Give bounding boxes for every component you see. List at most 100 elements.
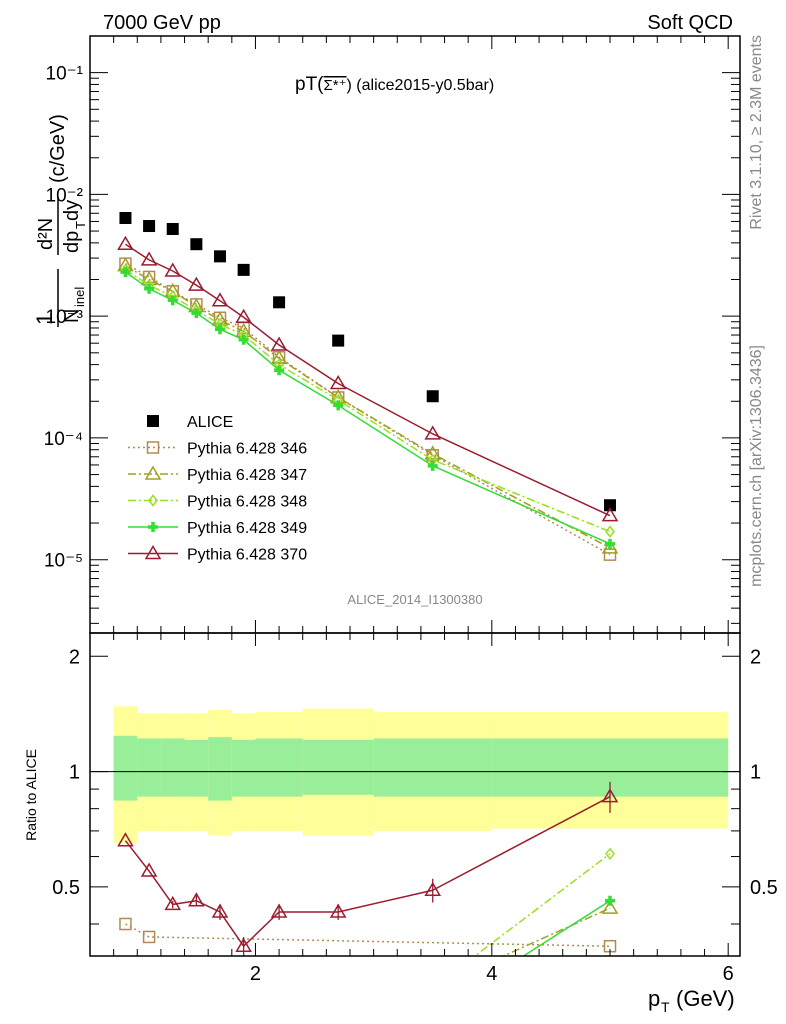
legend-label: Pythia 6.428 349 (187, 520, 307, 537)
data-point-4 (274, 365, 285, 376)
data-point-0 (166, 222, 179, 235)
stat-band (373, 738, 492, 797)
y-tick-label: 10⁻¹ (46, 64, 84, 85)
svg-text:p: p (648, 986, 660, 1011)
ratio-point-0 (119, 917, 132, 931)
bottom-frame (89, 632, 741, 957)
data-point-3 (605, 525, 615, 538)
data-point-5 (117, 235, 134, 250)
y-tick-label: 10⁻³ (46, 307, 84, 328)
legend-marker (144, 465, 162, 480)
legend-entry: Pythia 6.428 347 (128, 465, 307, 484)
stat-band (208, 737, 232, 801)
legend-entry: Pythia 6.428 370 (128, 545, 307, 564)
legend-entry: Pythia 6.428 346 (128, 441, 307, 458)
data-point-1 (603, 548, 617, 561)
x-tick-label: 4 (486, 963, 497, 985)
ratio-point-2 (605, 847, 615, 860)
data-point-5 (140, 251, 158, 266)
ratio-y-tick-label: 0.5 (52, 877, 80, 899)
data-point-4 (333, 400, 344, 411)
ratio-y-tick-label-right: 0.5 (750, 877, 778, 899)
ratio-point-3 (605, 895, 615, 906)
y-tick-label: 10⁻⁵ (44, 551, 83, 572)
series-line-1 (125, 262, 611, 556)
analysis-id: ALICE_2014_I1300380 (347, 592, 482, 607)
data-point-0 (273, 296, 286, 309)
data-point-0 (426, 390, 439, 403)
data-point-4 (427, 460, 438, 471)
data-point-0 (237, 263, 250, 276)
legend-label: Pythia 6.428 370 (187, 547, 307, 564)
data-point-0 (119, 212, 132, 225)
svg-text:N: N (61, 309, 83, 323)
y-axis-label: 1 N inel d²N dp T dy (c/GeV) (32, 114, 88, 327)
series-line-2 (125, 264, 611, 549)
data-point-5 (270, 336, 288, 351)
legend-marker (147, 415, 159, 427)
ratio-point-4 (424, 881, 442, 896)
legend-label: ALICE (187, 414, 233, 431)
svg-text:T: T (661, 999, 670, 1015)
y-tick-label: 10⁻⁴ (44, 429, 83, 450)
legend: ALICE Pythia 6.428 346 Pythia 6.428 347 Pyt… (128, 414, 307, 564)
ratio-point-4 (140, 862, 158, 877)
data-point-4 (605, 538, 615, 549)
data-point-0 (604, 499, 616, 512)
x-axis-label: p T (GeV) (648, 986, 735, 1015)
data-point-2 (601, 539, 619, 554)
data-point-5 (235, 308, 252, 323)
top-frame (89, 35, 741, 634)
ratio-line-4 (124, 795, 611, 948)
series-line-5 (125, 243, 611, 517)
data-point-4 (238, 334, 249, 345)
legend-marker (146, 441, 160, 454)
data-point-0 (214, 250, 226, 263)
x-tick-label: 2 (250, 963, 261, 985)
legend-entry: Pythia 6.428 348 (128, 494, 307, 511)
ratio-point-4 (188, 892, 205, 907)
data-point-5 (188, 276, 205, 291)
series-line-4 (125, 271, 611, 545)
series-line-3 (125, 269, 611, 533)
title-symbol: Σ*⁺ (324, 77, 347, 94)
data-point-4 (191, 308, 202, 319)
data-point-4 (167, 295, 178, 306)
ratio-point-0 (142, 930, 156, 944)
rivet-label: Rivet 3.1.10, ≥ 2.3M events (748, 35, 765, 230)
legend-marker (148, 494, 158, 507)
legend-entry: Pythia 6.428 349 (128, 520, 307, 537)
mcplots-label: mcplots.cern.ch [arXiv:1306.3436] (748, 345, 765, 587)
y-tick-label: 10⁻² (46, 185, 84, 206)
ratio-point-1 (461, 965, 475, 977)
data-point-4 (120, 267, 131, 278)
ratio-point-2 (467, 954, 470, 956)
ratio-point-4 (235, 937, 252, 952)
ratio-point-1 (601, 899, 619, 914)
ratio-point-4 (117, 832, 134, 847)
stat-band (137, 738, 161, 797)
ratio-y-tick-label: 2 (69, 646, 80, 668)
legend-label: Pythia 6.428 347 (187, 467, 307, 484)
ratio-line-0 (125, 923, 611, 947)
legend-label: Pythia 6.428 348 (187, 494, 307, 511)
ratio-line-2 (473, 853, 611, 956)
ratio-point-4 (601, 788, 619, 803)
data-point-2 (270, 349, 288, 365)
legend-entry: ALICE (147, 414, 233, 431)
data-point-5 (164, 262, 182, 277)
svg-text:(GeV): (GeV) (676, 986, 735, 1011)
data-point-0 (143, 220, 156, 233)
ratio-point-4 (211, 903, 229, 918)
ratio-point-3 (510, 956, 520, 966)
stat-band (113, 735, 138, 801)
data-point-5 (601, 507, 619, 522)
stat-band (231, 739, 256, 797)
stat-band (184, 739, 209, 797)
ratio-point-4 (329, 903, 347, 918)
ratio-y-tick-label: 1 (69, 762, 80, 784)
legend-marker (144, 545, 162, 560)
svg-text:(c/GeV): (c/GeV) (47, 114, 69, 183)
data-point-4 (144, 283, 155, 294)
